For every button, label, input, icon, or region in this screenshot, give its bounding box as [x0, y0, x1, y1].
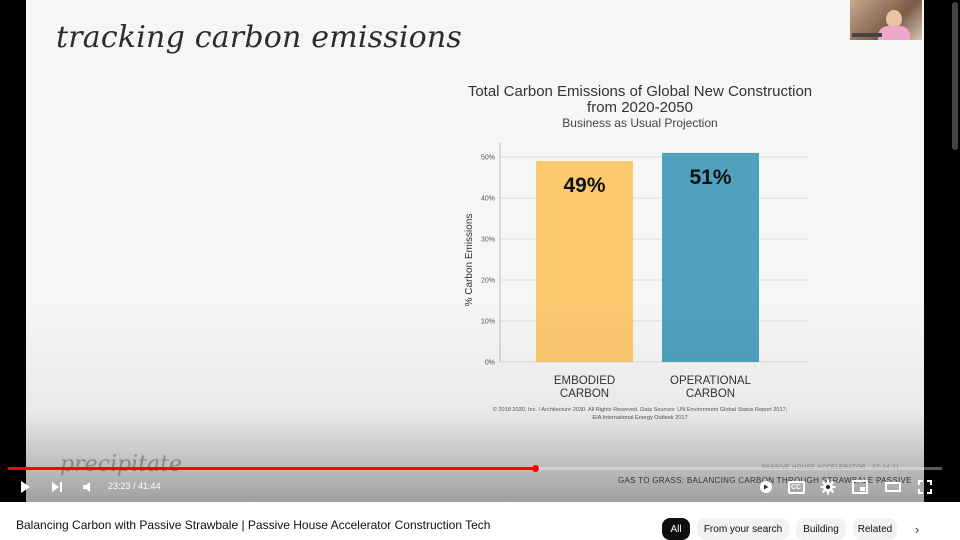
y-tick-label: 40% — [481, 196, 495, 203]
closed-captions-icon: CC — [787, 480, 805, 494]
bars: 49% 51% — [536, 152, 759, 362]
time-separator: / — [130, 481, 139, 491]
miniplayer-button[interactable] — [850, 477, 870, 497]
gear-icon — [820, 479, 836, 495]
chip-all[interactable]: All — [662, 518, 690, 540]
volume-icon — [83, 482, 90, 492]
x-category-label: OPERATIONAL — [670, 375, 752, 387]
y-ticks: 0% 10% 20% 30% 40% 50% — [481, 155, 495, 367]
y-axis-label: % Carbon Emissions — [464, 214, 475, 307]
brand-logo: precipitate — [60, 452, 182, 477]
chevron-right-icon[interactable]: › — [914, 521, 920, 537]
y-tick-label: 30% — [481, 237, 495, 244]
bar — [662, 152, 759, 362]
cc-button[interactable]: CC — [786, 477, 806, 497]
y-tick-label: 20% — [481, 278, 495, 285]
cc-label: CC — [790, 483, 802, 491]
y-tick-label: 50% — [481, 155, 495, 162]
chart-source-line1: © 2018 2030, Inc. / Architecture 2030. A… — [493, 406, 788, 413]
emissions-chart: Total Carbon Emissions of Global New Con… — [464, 83, 812, 421]
page-scrollbar[interactable] — [950, 0, 960, 502]
slide-footer-title: GAS TO GRASS: BALANCING CARBON THROUGH S… — [618, 476, 912, 485]
chart-source-line2: EIA International Energy Outlook 2017 — [592, 415, 687, 421]
bar-value-label: 51% — [689, 166, 731, 189]
presenter-webcam — [850, 0, 922, 40]
scrubber-handle[interactable] — [531, 465, 539, 472]
play-icon — [21, 481, 30, 493]
video-player[interactable]: tracking carbon emissions Total Carbon E… — [0, 0, 950, 502]
progress-bar[interactable] — [8, 465, 942, 472]
next-icon — [52, 482, 62, 492]
bar-value-label: 49% — [563, 174, 605, 197]
time-current: 23:23 — [108, 481, 131, 491]
slide-footer-event: PASSIVE HOUSE ACCELERATOR · 07-14-21 — [762, 465, 900, 471]
settings-button[interactable] — [818, 477, 838, 497]
x-category-label: EMBODIED — [554, 375, 615, 387]
miniplayer-icon — [852, 480, 868, 494]
fullscreen-icon — [918, 480, 932, 494]
play-button[interactable] — [14, 477, 36, 497]
time-total: 41:44 — [138, 481, 161, 491]
chart-subtitle: Business as Usual Projection — [562, 116, 717, 130]
volume-button[interactable] — [78, 477, 98, 497]
video-title[interactable]: Balancing Carbon with Passive Strawbale … — [16, 518, 491, 532]
chart-title-line2: from 2020-2050 — [587, 99, 693, 116]
theater-button[interactable] — [883, 477, 903, 497]
scrollbar-thumb[interactable] — [952, 2, 958, 150]
fullscreen-button[interactable] — [915, 477, 935, 497]
time-display: 23:23 / 41:44 — [108, 481, 161, 491]
bar — [536, 161, 633, 362]
next-button[interactable] — [46, 477, 68, 497]
y-tick-label: 10% — [481, 319, 495, 326]
autoplay-toggle[interactable] — [750, 477, 774, 497]
progress-played — [8, 467, 535, 470]
chip-related[interactable]: Related — [853, 518, 897, 540]
slide-title: tracking carbon emissions — [56, 20, 463, 55]
chip-from-your-search[interactable]: From your search — [697, 518, 789, 540]
slide: tracking carbon emissions — [26, 0, 924, 502]
chart-title: Total Carbon Emissions of Global New Con… — [468, 83, 812, 100]
y-tick-label: 0% — [485, 360, 495, 367]
x-category-label: CARBON — [686, 388, 735, 400]
theater-mode-icon — [885, 482, 901, 492]
autoplay-toggle-icon — [751, 481, 772, 493]
x-category-label: CARBON — [560, 388, 609, 400]
chip-building[interactable]: Building — [796, 518, 846, 540]
